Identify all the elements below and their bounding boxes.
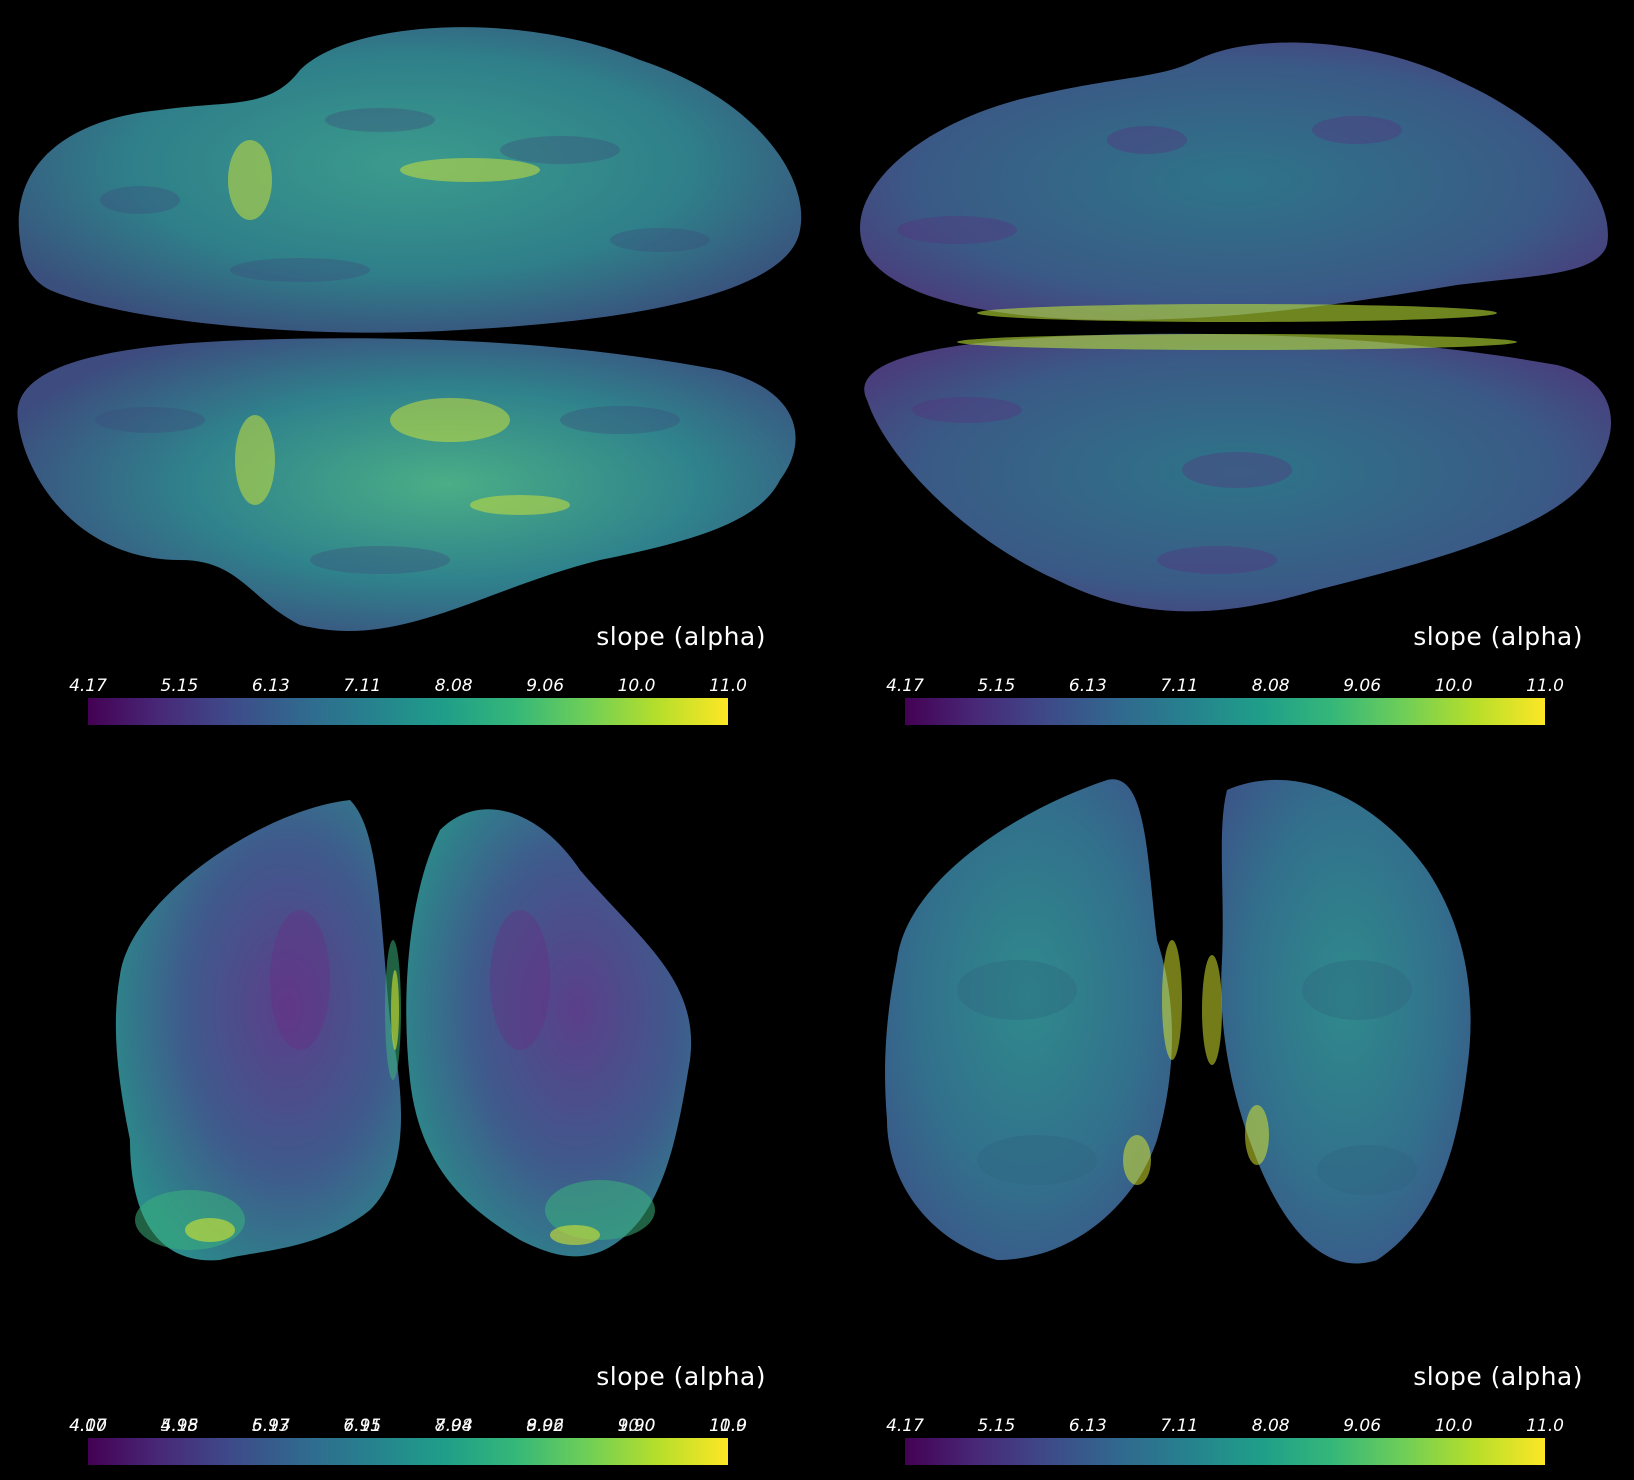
left-hemisphere-lateral	[18, 27, 802, 333]
panel-medial: slope (alpha) 4.17 5.15 6.13 7.11 8.08 9…	[817, 0, 1634, 740]
brain-render-lateral	[17, 27, 802, 631]
right-hemisphere-lateral	[17, 338, 796, 631]
tick-label: 6.13	[1068, 676, 1107, 696]
tick-label: 5.15	[977, 1416, 1016, 1436]
brain-render-medial	[860, 42, 1611, 612]
brain-render-anterior	[115, 800, 692, 1261]
tick-label: 10.0	[1434, 676, 1473, 696]
tick-label: 4.00	[69, 1416, 107, 1436]
tick-label: 10.0	[1434, 1416, 1473, 1436]
tick-label: 7.11	[1160, 676, 1199, 696]
panel-anterior: slope (alpha) 4.00 4.98 5.97 6.95 7.94 8…	[0, 740, 817, 1480]
tick-label: 4.98	[160, 1416, 199, 1436]
tick-label: 4.17	[886, 1416, 924, 1436]
panel-lateral: slope (alpha) 4.17 5.15 6.13 7.11 8.08 9…	[0, 0, 817, 740]
tick-label: 7.11	[343, 1416, 382, 1436]
colorbar-ticks: 4.17 5.15 6.13 7.11 8.08 9.06 10.0 11.0	[69, 676, 747, 698]
tick-label: 7.94	[434, 1416, 473, 1436]
tick-label: 7.11	[343, 676, 382, 696]
tick-label: 11.0	[709, 1416, 747, 1436]
brain-render-posterior	[885, 779, 1471, 1264]
tick-label: 8.08	[1251, 676, 1290, 696]
right-hemisphere-posterior	[1221, 779, 1471, 1264]
tick-label: 11.0	[1526, 1416, 1564, 1436]
tick-label: 9.06	[1343, 1416, 1382, 1436]
colorbar	[88, 1438, 728, 1465]
colorbar-ticks-overlap: 4.17 5.15 6.13 7.11 8.08 9.06 10.0 11.0	[69, 1416, 747, 1438]
tick-label: 10.9	[709, 1416, 747, 1436]
tick-label: 8.08	[1251, 1416, 1290, 1436]
tick-label: 8.08	[434, 1416, 473, 1436]
tick-label: 5.15	[977, 676, 1016, 696]
left-hemisphere-medial	[860, 42, 1608, 320]
tick-label: 6.13	[251, 676, 290, 696]
tick-label: 10.0	[617, 1416, 656, 1436]
tick-label: 11.0	[709, 676, 747, 696]
tick-label: 4.17	[69, 676, 107, 696]
colorbar	[905, 1438, 1545, 1465]
tick-label: 6.13	[1068, 1416, 1107, 1436]
tick-label: 9.06	[1343, 676, 1382, 696]
colorbar-ticks: 4.17 5.15 6.13 7.11 8.08 9.06 10.0 11.0	[886, 676, 1564, 698]
right-hemisphere-anterior	[406, 809, 692, 1257]
colorbar-title: slope (alpha)	[1413, 622, 1583, 651]
left-hemisphere-posterior	[885, 779, 1172, 1260]
colorbar-title: slope (alpha)	[1413, 1362, 1583, 1391]
tick-label: 6.13	[251, 1416, 290, 1436]
tick-label: 6.95	[343, 1416, 382, 1436]
colorbar-ticks: 4.00 4.98 5.97 6.95 7.94 8.92 9.90 10.9	[69, 1416, 747, 1438]
tick-label: 8.92	[526, 1416, 565, 1436]
right-hemisphere-medial	[864, 333, 1611, 612]
tick-label: 4.17	[886, 676, 924, 696]
panel-posterior: slope (alpha) 4.17 5.15 6.13 7.11 8.08 9…	[817, 740, 1634, 1480]
colorbar-ticks: 4.17 5.15 6.13 7.11 8.08 9.06 10.0 11.0	[886, 1416, 1564, 1438]
tick-label: 5.15	[160, 676, 199, 696]
colorbar-title: slope (alpha)	[596, 1362, 766, 1391]
tick-label: 5.97	[251, 1416, 290, 1436]
colorbar	[88, 698, 728, 725]
colorbar	[905, 698, 1545, 725]
tick-label: 5.15	[160, 1416, 199, 1436]
tick-label: 9.06	[526, 676, 565, 696]
tick-label: 9.90	[617, 1416, 656, 1436]
tick-label: 11.0	[1526, 676, 1564, 696]
tick-label: 9.06	[526, 1416, 565, 1436]
tick-label: 8.08	[434, 676, 473, 696]
colorbar-title: slope (alpha)	[596, 622, 766, 651]
tick-label: 7.11	[1160, 1416, 1199, 1436]
tick-label: 4.17	[69, 1416, 107, 1436]
left-hemisphere-anterior	[115, 800, 402, 1261]
tick-label: 10.0	[617, 676, 656, 696]
